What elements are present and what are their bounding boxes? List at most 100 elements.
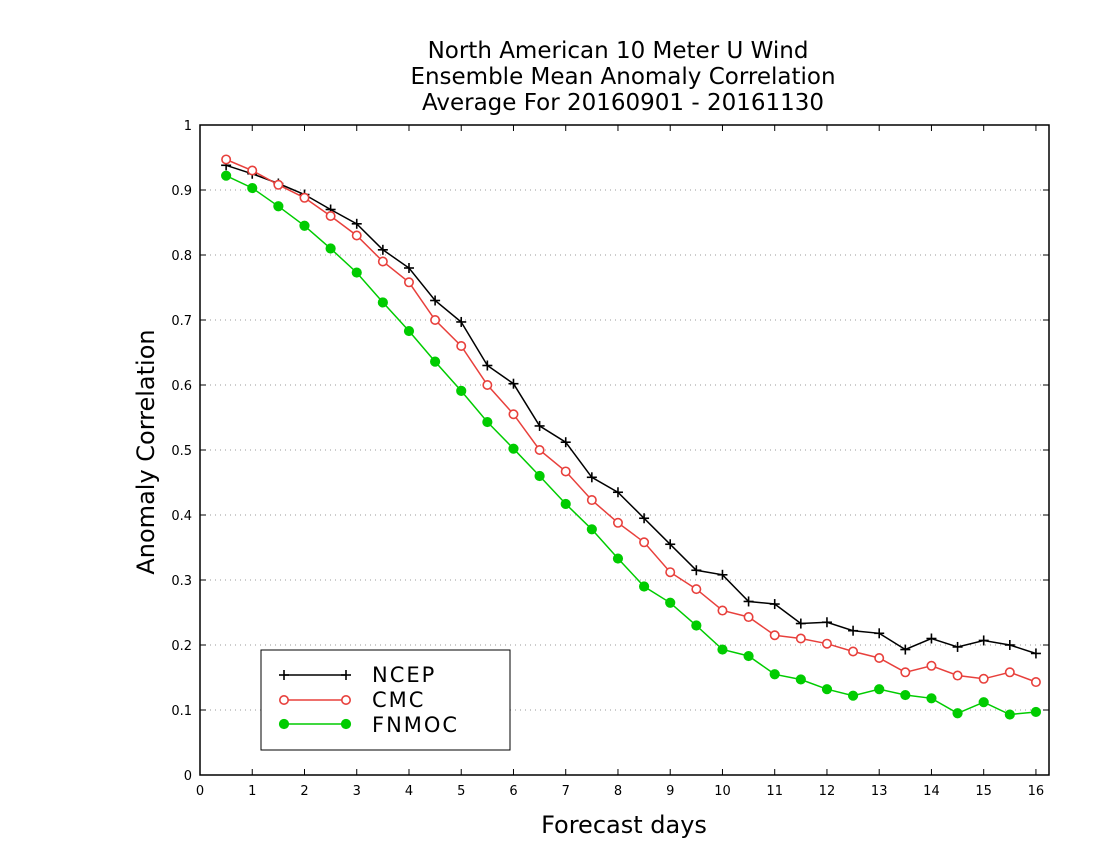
- data-point-cmc: [926, 660, 937, 671]
- data-point-cmc: [1004, 667, 1015, 678]
- data-point-ncep: [1030, 648, 1041, 659]
- data-point-cmc: [430, 314, 441, 325]
- data-point-fnmoc: [1004, 709, 1015, 720]
- x-tick-label: 2: [300, 784, 308, 799]
- legend-marker-ncep: [341, 670, 351, 680]
- data-point-cmc: [639, 537, 650, 548]
- data-point-ncep: [978, 635, 989, 646]
- x-tick-label: 7: [562, 784, 570, 799]
- data-point-cmc: [456, 340, 467, 351]
- data-point-cmc: [795, 633, 806, 644]
- data-point-fnmoc: [482, 416, 493, 428]
- x-tick-label: 5: [457, 784, 465, 799]
- x-tick-label: 14: [923, 784, 940, 799]
- data-point-fnmoc: [691, 620, 702, 631]
- data-point-ncep: [560, 437, 571, 448]
- data-point-cmc: [221, 154, 232, 165]
- data-point-fnmoc: [273, 201, 284, 212]
- x-tick-label: 6: [509, 784, 517, 799]
- data-point-ncep: [821, 617, 832, 628]
- series-line-cmc: [225, 158, 1037, 683]
- data-point-cmc: [769, 630, 780, 641]
- grid-lines: [200, 189, 1049, 711]
- data-point-cmc: [508, 409, 519, 420]
- data-point-cmc: [273, 179, 284, 190]
- legend: NCEP CMC FNMOC: [260, 649, 511, 751]
- data-point-fnmoc: [612, 553, 624, 564]
- y-tick-label: 0.7: [171, 314, 192, 329]
- data-point-cmc: [821, 638, 832, 649]
- data-point-ncep: [403, 263, 414, 273]
- data-point-fnmoc: [900, 689, 911, 701]
- data-point-ncep: [351, 218, 362, 229]
- data-point-cmc: [691, 584, 702, 595]
- data-point-cmc: [743, 612, 754, 623]
- data-point-fnmoc: [847, 690, 859, 701]
- y-tick-label: 0.1: [171, 704, 192, 719]
- data-point-ncep: [456, 316, 467, 327]
- data-point-ncep: [691, 565, 702, 576]
- data-point-ncep: [769, 599, 780, 610]
- data-point-fnmoc: [221, 170, 232, 181]
- y-tick-label: 0.4: [171, 509, 192, 524]
- y-tick-label: 0.6: [171, 379, 192, 394]
- data-point-ncep: [665, 539, 676, 550]
- data-point-fnmoc: [325, 243, 336, 254]
- x-axis-ticks: 0 1 2 3 4 5 6 7 8 9 10 11 12 13 14 15 16: [196, 125, 1044, 799]
- y-axis-title: Anomaly Correlation: [132, 329, 160, 574]
- x-tick-label: 12: [819, 784, 836, 799]
- data-point-fnmoc: [821, 684, 833, 695]
- legend-marker-cmc: [340, 694, 351, 705]
- legend-marker-ncep: [279, 670, 289, 680]
- data-point-ncep: [874, 628, 885, 639]
- legend-marker-cmc: [278, 694, 289, 705]
- data-point-fnmoc: [978, 697, 989, 708]
- series-line-fnmoc: [225, 175, 1036, 716]
- data-point-cmc: [377, 256, 388, 267]
- data-point-fnmoc: [377, 297, 388, 308]
- y-tick-label: 0: [184, 769, 192, 784]
- data-point-fnmoc: [586, 524, 597, 535]
- data-point-cmc: [403, 277, 414, 288]
- data-point-fnmoc: [534, 470, 545, 482]
- data-point-cmc: [482, 379, 493, 390]
- data-point-ncep: [717, 569, 728, 580]
- data-point-fnmoc: [247, 182, 258, 194]
- y-tick-label: 0.5: [171, 444, 192, 459]
- data-point-fnmoc: [351, 267, 362, 278]
- legend-label-cmc: CMC: [372, 688, 425, 712]
- legend-label-ncep: NCEP: [372, 663, 436, 687]
- x-tick-label: 10: [714, 784, 731, 799]
- data-point-ncep: [795, 618, 806, 629]
- y-tick-label: 0.9: [171, 184, 192, 199]
- data-point-cmc: [978, 673, 989, 684]
- data-point-fnmoc: [1030, 706, 1042, 718]
- data-point-ncep: [952, 641, 963, 652]
- data-point-cmc: [534, 444, 545, 455]
- data-point-ncep: [534, 420, 545, 431]
- y-tick-label: 1: [184, 119, 192, 134]
- x-tick-label: 16: [1028, 784, 1045, 799]
- data-point-fnmoc: [299, 220, 310, 231]
- chart-title-line-2: Ensemble Mean Anomaly Correlation: [410, 64, 835, 90]
- data-point-fnmoc: [430, 356, 441, 367]
- data-point-cmc: [247, 165, 258, 176]
- y-tick-label: 0.8: [171, 249, 192, 264]
- data-point-fnmoc: [743, 650, 754, 662]
- data-point-cmc: [612, 517, 623, 528]
- data-point-cmc: [952, 670, 963, 681]
- series-cmc: [221, 154, 1041, 688]
- x-axis-title: Forecast days: [541, 811, 707, 839]
- series-layer: [221, 154, 1042, 720]
- x-tick-label: 4: [405, 784, 413, 799]
- x-tick-label: 0: [196, 784, 204, 799]
- data-point-fnmoc: [456, 385, 467, 396]
- data-point-cmc: [665, 567, 676, 578]
- data-point-cmc: [325, 211, 336, 222]
- legend-marker-fnmoc: [340, 718, 352, 730]
- data-point-ncep: [430, 295, 441, 306]
- series-ncep: [221, 160, 1041, 659]
- data-point-ncep: [612, 487, 623, 498]
- data-point-fnmoc: [926, 693, 937, 704]
